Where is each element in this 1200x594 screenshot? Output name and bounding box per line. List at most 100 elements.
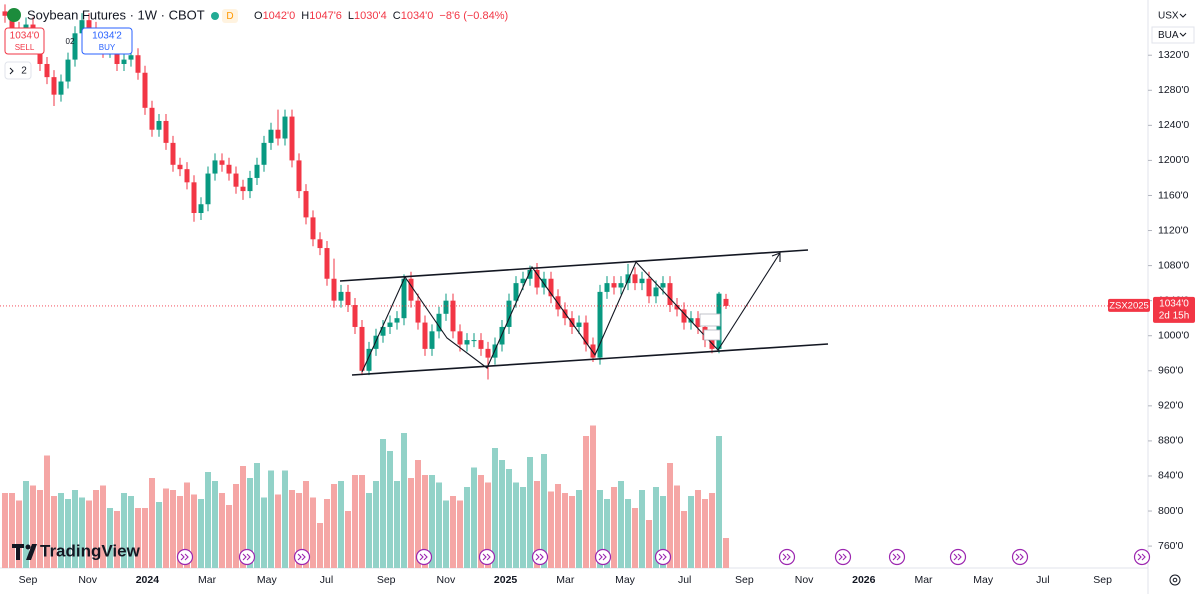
candle-body — [401, 278, 407, 319]
volume-bar — [16, 500, 22, 568]
zigzag-path — [361, 252, 781, 373]
symbol-tag-label: ZSX2025 — [1109, 300, 1149, 311]
volume-bar — [352, 475, 358, 568]
volume-bar — [555, 484, 561, 568]
unit-box[interactable] — [1151, 26, 1195, 44]
volume-bar — [464, 487, 470, 568]
volume-bar — [121, 493, 127, 568]
volume-bar — [436, 482, 442, 568]
volume-bar — [359, 475, 365, 568]
event-marker — [478, 548, 496, 566]
x-tick-label: Sep — [735, 574, 754, 586]
volume-bar — [660, 496, 666, 568]
brand-icon — [12, 544, 37, 560]
chevron — [9, 67, 14, 75]
volume-bar — [107, 508, 113, 568]
last-price-tag — [1153, 296, 1195, 323]
buy-button[interactable] — [81, 27, 133, 55]
volume-bar — [422, 475, 428, 568]
candle-body — [625, 274, 631, 284]
y-tick-label: 1160'0 — [1158, 189, 1189, 201]
position-box — [703, 329, 721, 341]
candle-body — [114, 46, 120, 64]
candle-body — [135, 55, 141, 73]
volume-bar — [527, 457, 533, 568]
drawings — [339, 249, 829, 376]
volume-bar — [184, 482, 190, 568]
volume-bar — [625, 499, 631, 568]
volume-bar — [576, 490, 582, 568]
candle-body — [240, 186, 246, 192]
candle-body — [37, 46, 43, 64]
candle-body — [233, 173, 239, 187]
event-marker — [176, 548, 194, 566]
candle-body — [212, 160, 218, 174]
y-tick-label: 880'0 — [1158, 435, 1184, 447]
volume-bar — [590, 425, 596, 568]
event-icon — [598, 553, 607, 561]
candle-body — [604, 283, 610, 292]
candle-body — [296, 160, 302, 192]
y-tick-label: 1240'0 — [1158, 119, 1189, 131]
x-tick-label: Sep — [19, 574, 38, 586]
volume-bar — [387, 451, 393, 568]
volume-bar — [303, 481, 309, 568]
volume-bar — [170, 490, 176, 568]
position-tool — [699, 313, 721, 341]
candle-body — [457, 331, 463, 345]
candle-body — [65, 59, 71, 82]
sell-button[interactable] — [4, 27, 45, 55]
x-tick-label: Jul — [320, 574, 333, 586]
volume-layer — [2, 425, 729, 568]
volume-bar — [716, 436, 722, 568]
brand-name: TradingView — [40, 541, 141, 560]
volume-bar — [310, 497, 316, 568]
candle-body — [198, 204, 204, 213]
candle-body — [422, 322, 428, 349]
volume-bar — [44, 455, 50, 568]
volume-bar — [583, 436, 589, 568]
candle-body — [331, 278, 337, 301]
chevron — [1179, 13, 1187, 18]
x-tick-label: May — [615, 574, 636, 586]
volume-bar — [723, 538, 729, 568]
candle-body — [128, 55, 134, 60]
event-icon — [782, 553, 791, 561]
volume-bar — [702, 499, 708, 568]
candle-body — [289, 116, 295, 161]
ohlc-key: C — [393, 10, 401, 22]
candle-body — [303, 191, 309, 218]
candle-body — [590, 344, 596, 358]
volume-bar — [205, 472, 211, 568]
indicator-count: 2 — [21, 66, 27, 77]
settings-icon[interactable] — [1169, 574, 1181, 586]
candle-body — [632, 274, 638, 284]
candle-body — [513, 283, 519, 301]
candle-body — [408, 278, 414, 301]
volume-bar — [366, 493, 372, 568]
candle-body — [534, 269, 540, 288]
candle-body — [548, 278, 554, 297]
volume-bar — [72, 490, 78, 568]
candle-body — [380, 326, 386, 336]
x-tick-label: Sep — [1093, 574, 1112, 586]
candle-body — [471, 340, 477, 342]
arrow-head — [771, 252, 781, 262]
volume-bar — [485, 482, 491, 568]
candle-body — [499, 326, 505, 345]
x-tick-label: Nov — [795, 574, 814, 586]
event-icon — [953, 553, 962, 561]
volume-bar — [394, 481, 400, 568]
status-dot — [211, 12, 219, 20]
indicator-toggle[interactable] — [4, 61, 32, 80]
event-icon — [180, 553, 189, 561]
event-marker — [594, 548, 612, 566]
event-icon — [535, 553, 544, 561]
volume-bar — [408, 478, 414, 568]
candle-body — [275, 129, 281, 139]
gear — [1169, 574, 1181, 586]
y-tick-label: 760'0 — [1158, 540, 1184, 552]
volume-bar — [254, 463, 260, 568]
